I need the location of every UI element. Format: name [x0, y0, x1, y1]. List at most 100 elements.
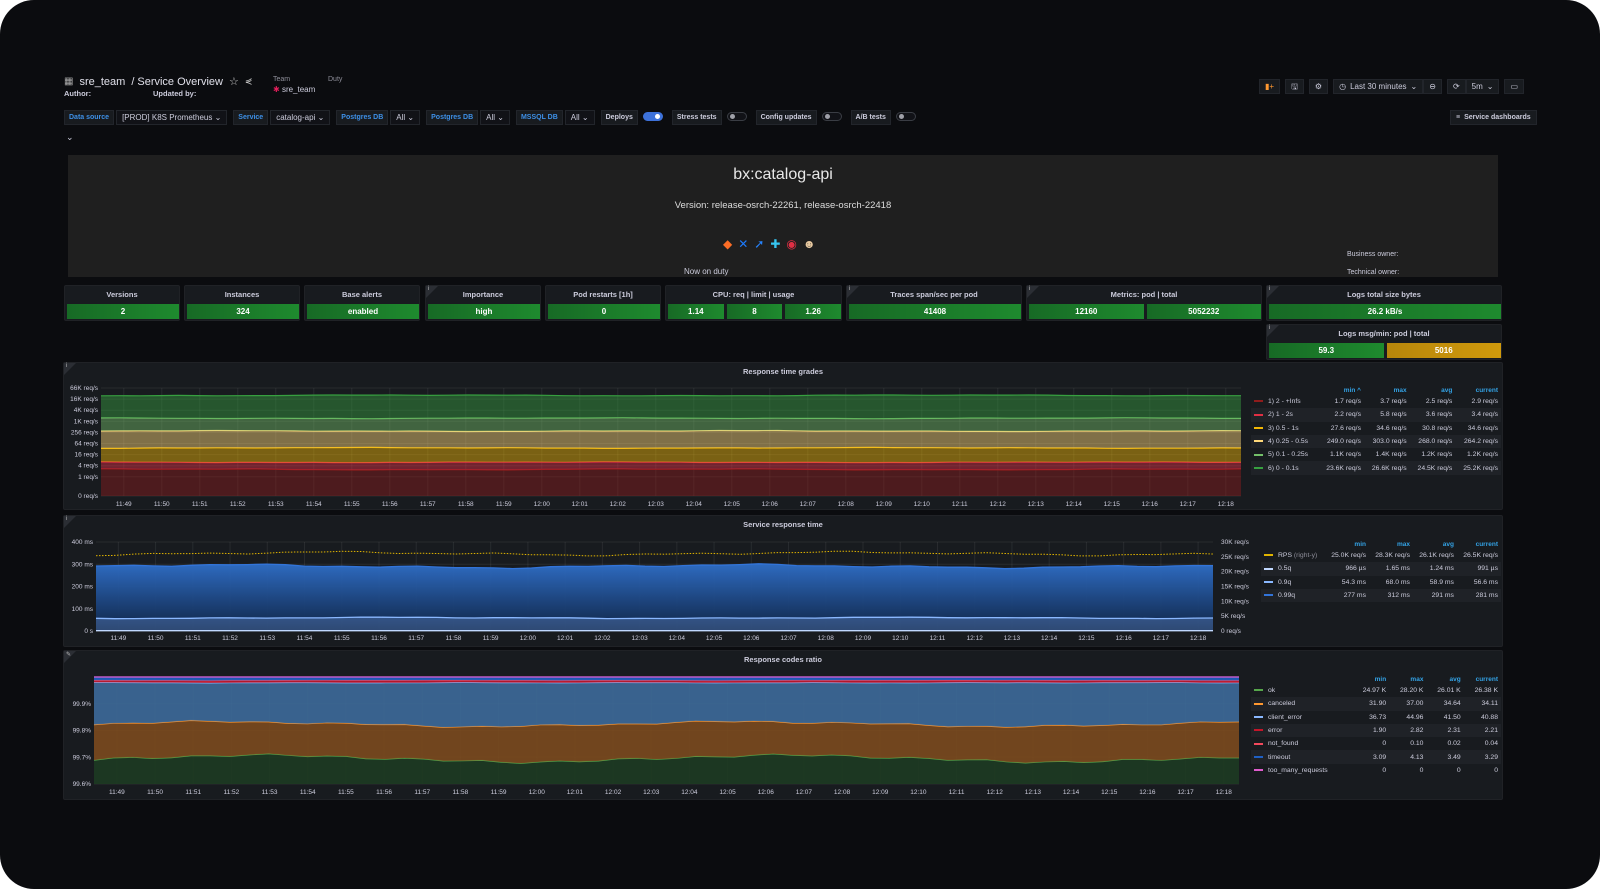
legend-row[interactable]: 1) 2 - +Infs 1.7 req/s 3.7 req/s 2.5 req/s 2… — [1251, 395, 1501, 408]
stat-title: Versions — [106, 290, 138, 299]
legend-header[interactable]: max — [1396, 541, 1410, 548]
info-icon[interactable]: i — [1267, 286, 1279, 298]
var-mssql-select[interactable]: All ⌄ — [564, 110, 595, 125]
x-tick-label: 12:12 — [967, 635, 984, 642]
x-tick-label: 11:52 — [222, 635, 238, 642]
x-tick-label: 11:56 — [376, 789, 392, 796]
legend-row[interactable]: too_many_requests 0 0 0 0 — [1251, 764, 1501, 777]
stat-panel-logs-size: i Logs total size bytes 26.2 kB/s — [1266, 285, 1502, 321]
x-tick-label: 11:51 — [192, 501, 208, 508]
legend-row[interactable]: timeout 3.09 4.13 3.49 3.29 — [1251, 750, 1501, 764]
series-suffix: (right-y) — [1293, 552, 1318, 560]
legend-current: 26.5K req/s — [1463, 552, 1498, 560]
legend-row[interactable]: not_found 0 0.10 0.02 0.04 — [1251, 737, 1501, 750]
breadcrumb-folder[interactable]: sre_team — [79, 75, 126, 88]
x-tick-label: 11:59 — [496, 501, 512, 508]
info-icon[interactable]: i — [426, 286, 438, 298]
var-postgres-2-select[interactable]: All ⌄ — [480, 110, 510, 125]
legend-avg: 2.31 — [1426, 723, 1464, 738]
series-line-5 — [100, 417, 1241, 420]
legend-row[interactable]: client_error 36.73 44.96 41.50 40.88 — [1251, 711, 1501, 724]
legend-row[interactable]: 5) 0.1 - 0.25s 1.1K req/s 1.4K req/s 1.2K r… — [1251, 448, 1501, 461]
legend-row[interactable]: ok 24.97 K 28.20 K 26.01 K 26.38 K — [1251, 684, 1501, 697]
x-tick-label: 12:07 — [800, 501, 817, 508]
legend-row[interactable]: canceled 31.90 37.00 34.64 34.11 — [1251, 697, 1501, 711]
dashboards-grid-icon[interactable]: ▦ — [64, 76, 74, 87]
series-color-swatch — [1254, 453, 1263, 456]
legend-row[interactable]: 0.9q 54.3 ms 68.0 ms 58.9 ms 56.6 ms — [1261, 576, 1501, 589]
deploys-switch[interactable] — [642, 112, 663, 121]
legend-row[interactable]: 0.5q 966 µs 1.65 ms 1.24 ms 991 µs — [1261, 562, 1501, 576]
info-icon[interactable]: i — [1267, 325, 1279, 337]
info-icon[interactable]: i — [1027, 286, 1039, 298]
legend-current: 281 ms — [1456, 588, 1501, 603]
jira-icon[interactable]: ➚ — [754, 237, 765, 251]
confluence-icon[interactable]: ✕ — [738, 237, 749, 251]
legend-header[interactable]: min — [1354, 541, 1366, 548]
legend-header[interactable]: max — [1393, 387, 1407, 394]
zoom-out-button[interactable]: ⊖ — [1423, 79, 1442, 94]
legend-row[interactable]: error 1.90 2.82 2.31 2.21 — [1251, 723, 1501, 738]
config-updates-switch[interactable] — [821, 112, 842, 121]
legend-header[interactable]: min — [1374, 676, 1387, 683]
legend-avg: 26.01 K — [1437, 687, 1461, 695]
series-name: 5) 0.1 - 0.25s — [1268, 451, 1309, 459]
x-tick-label: 11:58 — [458, 501, 474, 508]
chart-legend: min max avg current RPS (right-y) 25.0K req/s… — [1261, 540, 1501, 603]
legend-row[interactable]: 3) 0.5 - 1s 27.6 req/s 34.6 req/s 30.8 req/… — [1251, 422, 1501, 435]
series-color-swatch — [1254, 729, 1263, 732]
x-tick-label: 12:01 — [557, 635, 574, 642]
legend-row[interactable]: RPS (right-y) 25.0K req/s 28.3K req/s 26.1K… — [1261, 549, 1501, 562]
share-icon[interactable]: ⋞ — [244, 76, 253, 86]
legend-header[interactable]: min ^ — [1343, 387, 1361, 394]
gitlab-icon[interactable]: ◆ — [723, 237, 733, 251]
var-postgres-1-select[interactable]: All ⌄ — [390, 110, 421, 125]
info-icon[interactable]: i — [847, 286, 859, 298]
legend-row[interactable]: 6) 0 - 0.1s 23.6K req/s 26.6K req/s 24.5K r… — [1251, 461, 1501, 475]
team-value[interactable]: ✱ sre_team — [273, 85, 315, 94]
legend-header[interactable]: avg — [1449, 676, 1461, 683]
series-name: 6) 0 - 0.1s — [1268, 464, 1299, 472]
response-codes-ratio-chart[interactable]: 99.9% 99.8% 99.7% 99.6% 11:49 11:50 11:51 11:52… — [64, 651, 1249, 801]
series-name: 0.99q — [1278, 592, 1296, 600]
tv-mode-button[interactable]: ▭ — [1504, 79, 1525, 94]
legend-min: 31.90 — [1351, 697, 1390, 711]
slack-icon[interactable]: ✚ — [770, 237, 781, 251]
refresh-interval-picker[interactable]: 5m ⌄ — [1465, 79, 1500, 94]
var-datasource-select[interactable]: [PROD] K8S Prometheus ⌄ — [116, 110, 228, 125]
legend-header[interactable]: avg — [1441, 387, 1453, 394]
legend-avg: 26.1K req/s — [1419, 552, 1454, 560]
legend-row[interactable]: 2) 1 - 2s 2.2 req/s 5.8 req/s 3.6 req/s 3.4 … — [1251, 408, 1501, 422]
legend-max: 0 — [1419, 766, 1424, 774]
x-tick-label: 12:02 — [594, 635, 611, 642]
x-tick-label: 12:13 — [1004, 635, 1021, 642]
breadcrumb-dashboard[interactable]: Service Overview — [137, 75, 223, 88]
y-tick-label: 30K req/s — [1221, 539, 1250, 546]
service-response-time-chart[interactable]: 400 ms 300 ms 200 ms 100 ms 0 s 30K req/s 25K … — [64, 516, 1264, 648]
legend-row[interactable]: 4) 0.25 - 0.5s 249.0 req/s 303.0 req/s 268.… — [1251, 434, 1501, 449]
time-range-picker[interactable]: ◷ Last 30 minutes ⌄ — [1333, 79, 1424, 94]
settings-button[interactable]: ⚙ — [1308, 79, 1329, 94]
x-tick-label: 11:55 — [334, 635, 350, 642]
x-tick-label: 12:06 — [758, 789, 775, 796]
response-time-grades-chart[interactable]: 66K req/s 16K req/s 4K req/s 1K req/s 256 re… — [64, 363, 1249, 511]
stress-tests-switch[interactable] — [726, 112, 747, 121]
legend-row[interactable]: 0.99q 277 ms 312 ms 291 ms 281 ms — [1261, 588, 1501, 603]
refresh-button[interactable]: ⟳ — [1446, 79, 1466, 94]
legend-header[interactable]: current — [1475, 387, 1498, 394]
stat-panel-logs-msg: i Logs msg/min: pod | total 59.3 5016 — [1266, 324, 1502, 360]
toggle-config-updates: Config updates — [755, 110, 845, 125]
add-panel-button[interactable]: ▮+ — [1259, 79, 1281, 94]
legend-header[interactable]: max — [1410, 676, 1424, 683]
save-dashboard-button[interactable]: 🖫 — [1285, 79, 1304, 94]
legend-header[interactable]: current — [1475, 676, 1498, 683]
service-dashboards-link[interactable]: ≡ Service dashboards — [1450, 110, 1537, 125]
monitoring-icon[interactable]: ◉ — [786, 237, 797, 251]
star-icon[interactable]: ☆ — [228, 76, 239, 88]
legend-header[interactable]: current — [1475, 541, 1498, 548]
ab-tests-switch[interactable] — [895, 112, 916, 121]
var-service-select[interactable]: catalog-api ⌄ — [270, 110, 331, 125]
sentry-icon[interactable]: ☻ — [802, 237, 816, 251]
collapse-row-chevron-icon[interactable]: ⌄ — [66, 132, 74, 142]
legend-header[interactable]: avg — [1442, 541, 1454, 548]
